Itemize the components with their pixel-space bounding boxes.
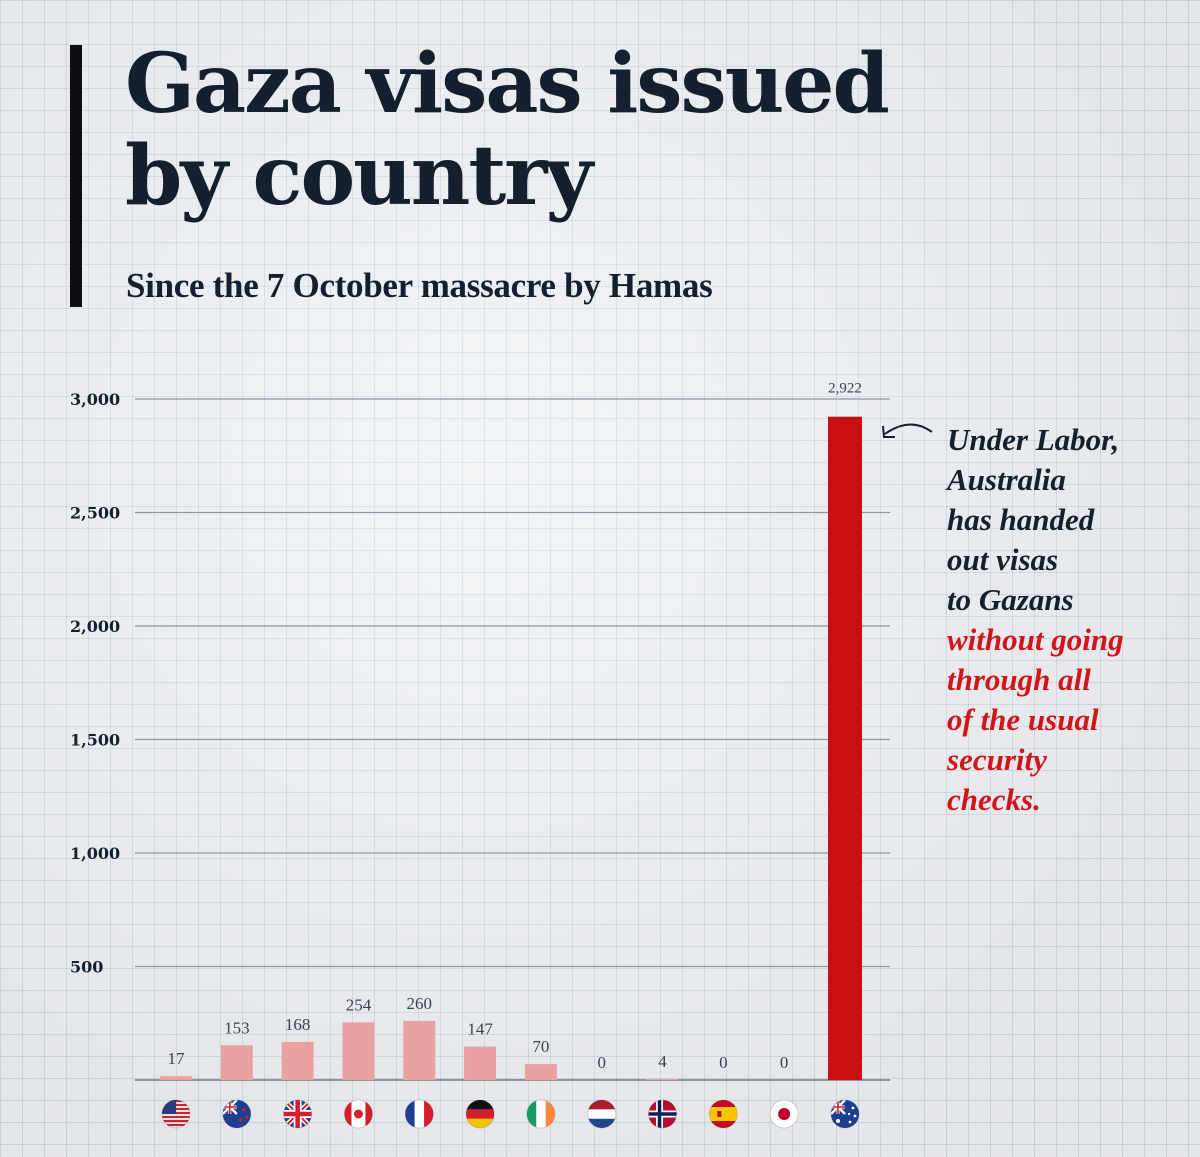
- data-label: 17: [168, 1049, 186, 1068]
- annotation-highlight-line: security: [947, 742, 1047, 777]
- title-accent-bar: [70, 45, 82, 307]
- bar: [342, 1022, 375, 1080]
- nz-flag-icon: [222, 1099, 252, 1129]
- bar: [646, 1079, 679, 1080]
- france-flag-icon: [404, 1099, 434, 1129]
- spain-flag-icon: [708, 1099, 738, 1129]
- annotation-line: Under Labor,: [947, 422, 1120, 457]
- page-subtitle: Since the 7 October massacre by Hamas: [126, 266, 713, 305]
- y-tick-label: 2,000: [70, 617, 120, 636]
- bar: [220, 1045, 253, 1080]
- bar: [160, 1076, 192, 1080]
- arrow-line: [884, 423, 933, 435]
- bar: [403, 1020, 436, 1080]
- norway-flag-icon: [648, 1099, 678, 1129]
- bar: [828, 416, 862, 1080]
- arrow-head: [882, 425, 895, 438]
- annotation-highlight-line: through all: [947, 662, 1091, 697]
- australia-flag-icon: [830, 1099, 860, 1129]
- canada-flag-icon: [343, 1099, 373, 1129]
- data-label: 147: [467, 1020, 493, 1039]
- y-tick-label: 1,500: [70, 731, 120, 750]
- data-label: 0: [780, 1053, 789, 1072]
- netherlands-flag-icon: [587, 1099, 617, 1129]
- us-flag-icon: [161, 1099, 191, 1129]
- data-label: 4: [658, 1052, 667, 1071]
- ireland-flag-icon: [526, 1099, 556, 1129]
- annotation-highlight-line: without going: [947, 622, 1124, 657]
- y-tick-label: 3,000: [70, 390, 120, 409]
- annotation-line: out visas: [947, 542, 1059, 577]
- page-title: Gaza visas issued by country: [125, 38, 1125, 222]
- y-tick-label: 2,500: [70, 504, 120, 523]
- bar: [464, 1046, 497, 1080]
- data-label: 2,922: [828, 381, 862, 397]
- annotation-highlight-line: checks.: [947, 782, 1041, 817]
- uk-flag-icon: [283, 1099, 313, 1129]
- data-label: 70: [532, 1037, 549, 1056]
- annotation-highlight-line: of the usual: [947, 702, 1099, 737]
- annotation-line: to Gazans: [947, 582, 1074, 617]
- data-label: 254: [346, 995, 372, 1014]
- bar: [281, 1041, 314, 1080]
- y-tick-label: 1,000: [70, 844, 120, 863]
- data-label: 153: [224, 1018, 250, 1037]
- title-line-1: Gaza visas issued: [125, 36, 890, 132]
- annotation-line: Australia: [947, 462, 1066, 497]
- japan-flag-icon: [769, 1099, 799, 1129]
- germany-flag-icon: [465, 1099, 495, 1129]
- data-label: 168: [285, 1015, 311, 1034]
- title-line-2: by country: [125, 128, 593, 224]
- data-label: 260: [407, 994, 433, 1013]
- bar: [524, 1064, 557, 1080]
- data-label: 0: [597, 1053, 606, 1072]
- y-tick-label: 500: [70, 958, 103, 977]
- annotation-text: Under Labor, Australia has handed out visas…: [947, 420, 1187, 820]
- data-label: 0: [719, 1053, 728, 1072]
- annotation-line: has handed: [947, 502, 1095, 537]
